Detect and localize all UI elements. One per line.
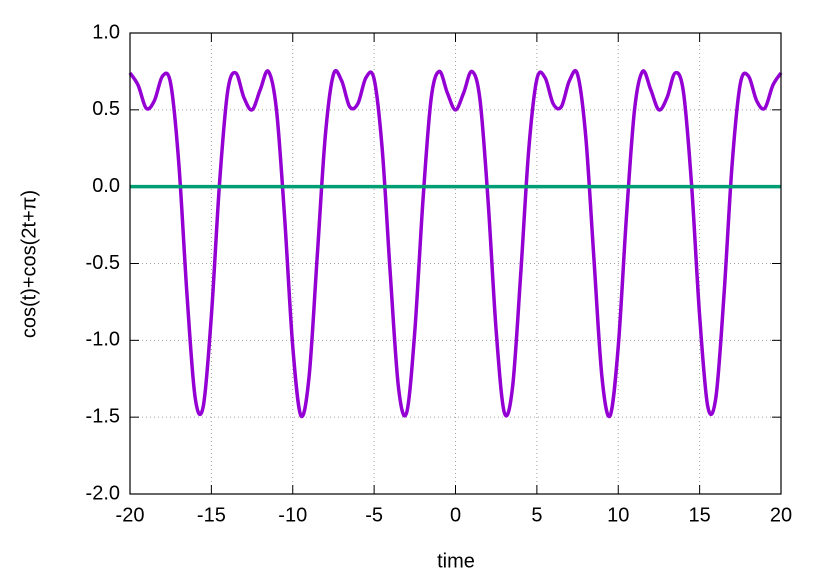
plot-frame [129,32,782,495]
y-tick-label: 1.0 [92,21,120,43]
x-tick-label: -20 [116,504,145,526]
x-tick-label: 5 [531,504,542,526]
y-tick-label: -1.0 [86,329,120,351]
y-tick-label: -1.5 [86,405,120,427]
x-tick-label: 10 [607,504,629,526]
x-tick-label: -5 [365,504,383,526]
x-tick-label: -10 [278,504,307,526]
y-tick-label: 0.5 [92,98,120,120]
x-tick-label: 20 [770,504,792,526]
x-axis-label: time [437,550,475,572]
y-axis-label: cos(t)+cos(2t+π) [18,190,40,338]
y-tick-label: 0.0 [92,175,120,197]
y-tick-label: -2.0 [86,482,120,504]
x-tick-label: 0 [450,504,461,526]
y-tick-label: -0.5 [86,252,120,274]
line-series [128,69,783,419]
x-tick-label: 15 [689,504,711,526]
x-tick-label: -15 [197,504,226,526]
